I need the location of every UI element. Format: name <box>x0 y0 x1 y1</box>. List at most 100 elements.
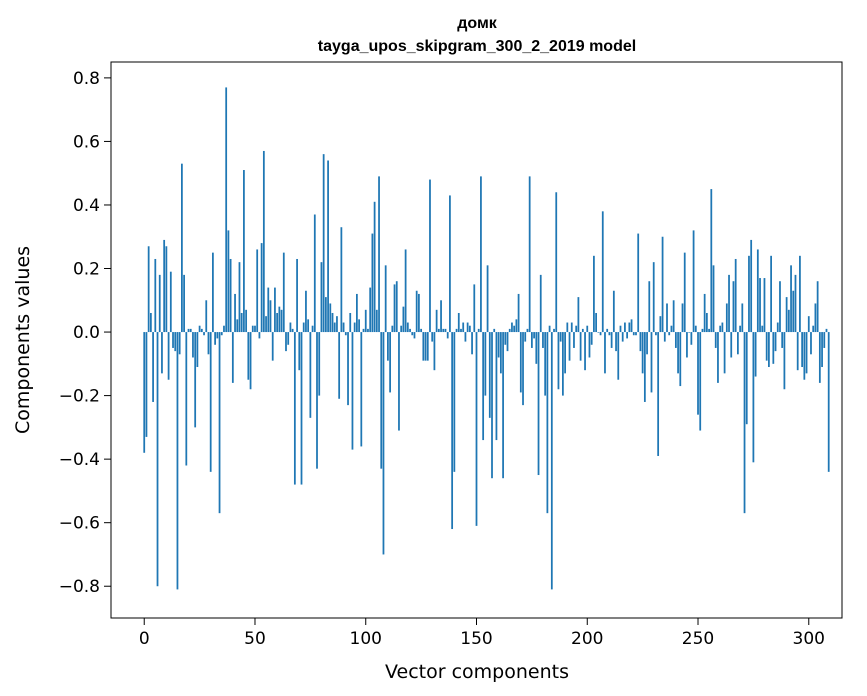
bar <box>717 332 719 383</box>
bar <box>446 332 449 339</box>
bar <box>185 332 188 466</box>
bar <box>249 332 252 390</box>
x-tick-label: 150 <box>460 629 492 649</box>
bar <box>546 332 549 514</box>
bar <box>781 332 784 348</box>
bar <box>708 328 710 333</box>
bar <box>792 290 795 333</box>
y-tick-label: −0.2 <box>59 387 100 407</box>
bar <box>291 328 294 333</box>
bar <box>305 290 307 333</box>
bar <box>679 332 682 387</box>
bar <box>203 332 205 336</box>
bar <box>260 243 263 333</box>
bar <box>779 281 781 333</box>
bar <box>705 312 708 333</box>
bar <box>688 332 691 333</box>
x-tick-label: 50 <box>244 629 266 649</box>
bar <box>287 332 290 345</box>
bar <box>486 265 489 333</box>
bar <box>353 322 356 333</box>
bar <box>362 328 365 333</box>
bar <box>471 332 473 355</box>
bar <box>770 255 772 333</box>
bar <box>389 332 391 393</box>
bar <box>395 281 398 333</box>
bar <box>220 332 223 336</box>
bar <box>251 325 254 333</box>
bar <box>670 325 673 333</box>
bar <box>584 332 586 371</box>
bar <box>734 258 737 333</box>
bar <box>382 332 385 555</box>
bar <box>659 316 662 333</box>
bar <box>480 176 482 333</box>
bar <box>559 332 562 342</box>
bar <box>579 332 582 361</box>
bar <box>300 332 303 485</box>
bar <box>307 319 310 333</box>
bar <box>207 332 210 355</box>
bar <box>641 332 644 374</box>
bar <box>324 297 327 333</box>
bar <box>818 332 821 383</box>
bar <box>442 328 445 333</box>
bar <box>433 332 436 371</box>
bar <box>593 255 595 333</box>
bar <box>626 332 629 339</box>
bar <box>276 312 279 333</box>
bar <box>728 274 730 333</box>
bar <box>672 300 675 333</box>
bar <box>562 332 564 396</box>
y-tick-label: 0.2 <box>73 260 100 280</box>
bar <box>311 325 314 333</box>
bar <box>683 252 686 333</box>
bar <box>655 332 657 336</box>
bar <box>302 322 305 333</box>
bar-series <box>143 87 830 590</box>
bar <box>807 316 810 333</box>
bar <box>774 332 777 352</box>
bar <box>548 325 551 333</box>
bar <box>316 332 318 469</box>
bar <box>477 328 480 333</box>
bar <box>418 293 420 333</box>
bar <box>814 303 817 333</box>
y-tick-label: −0.6 <box>59 514 100 534</box>
bar <box>632 332 635 336</box>
bar <box>694 325 697 333</box>
x-axis-label: Vector components <box>385 661 569 683</box>
bar <box>515 319 518 333</box>
bar <box>444 328 447 333</box>
bar <box>172 332 174 348</box>
bar <box>772 332 775 364</box>
bar <box>280 309 283 333</box>
y-tick-label: −0.8 <box>59 577 100 597</box>
bar <box>236 319 239 333</box>
bar <box>681 303 684 333</box>
bar <box>152 332 154 402</box>
bar <box>420 328 423 333</box>
bar <box>238 262 241 333</box>
bar <box>825 328 828 333</box>
bar <box>513 325 516 333</box>
bar <box>449 195 451 333</box>
bar <box>674 332 677 348</box>
bar <box>714 332 717 348</box>
bar <box>143 332 146 453</box>
bar <box>174 332 177 352</box>
bar <box>256 249 259 333</box>
bar <box>542 332 544 348</box>
bar <box>192 332 194 358</box>
bar <box>409 328 411 333</box>
bar <box>566 322 569 333</box>
bar <box>712 265 715 333</box>
bar <box>564 332 566 374</box>
bar <box>604 332 606 374</box>
bar <box>196 332 199 368</box>
bar <box>630 319 633 333</box>
bar <box>783 332 786 390</box>
bar <box>234 293 236 333</box>
bar <box>759 278 761 333</box>
bar <box>453 332 456 472</box>
